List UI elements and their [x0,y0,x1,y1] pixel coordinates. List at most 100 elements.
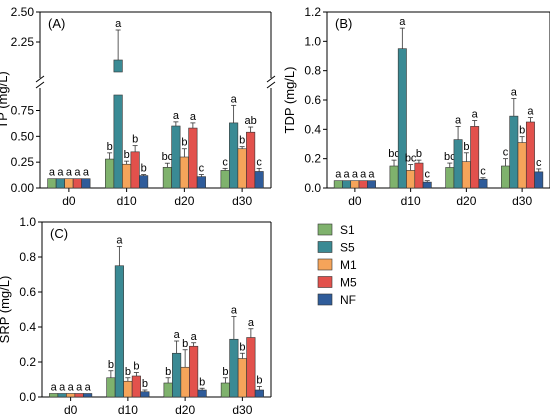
significance-letter: a [83,167,90,179]
bar-s5 [397,48,407,189]
bar-s5 [509,115,519,189]
significance-letter: a [344,169,351,181]
significance-letter: a [68,382,75,394]
axis-break-mark [35,75,45,83]
y-tick-label: 0.2 [19,355,36,369]
y-tick-label: 0.0 [19,390,36,404]
bar-m1 [180,366,190,398]
bar-nf [139,175,149,189]
bar-m1 [123,380,133,398]
y-tick-label: 0.4 [304,122,321,136]
bar-m1 [66,393,76,398]
bar-m1 [517,142,527,189]
significance-letter: a [231,93,238,105]
significance-letter: b [125,366,131,378]
x-tick-label: d0 [64,403,78,416]
bar-s5 [171,125,181,189]
significance-letter: a [527,106,534,118]
significance-letter: a [191,331,198,343]
y-tick-label: 1.2 [304,5,321,19]
significance-letter: b [239,135,245,147]
legend-label-m1: M1 [340,258,357,272]
significance-letter: b [165,366,171,378]
legend-label-m5: M5 [340,276,357,290]
significance-letter: a [352,169,359,181]
bar-nf [81,178,91,189]
significance-letter: ab [245,115,257,127]
axis-break-gap-left [35,78,45,88]
significance-letter: b [124,149,130,161]
bar-m5 [131,375,141,398]
x-tick-label: d0 [62,194,76,208]
significance-letter: b [181,137,187,149]
bar-nf [367,180,376,189]
significance-letter: a [76,382,83,394]
bar-m1 [461,161,471,189]
y-tick-label: 2.50 [11,5,35,19]
y-tick-label: 0.8 [19,250,36,264]
significance-letter: a [173,110,180,122]
x-tick-label: d30 [232,403,252,416]
panel-label: (A) [48,16,65,31]
significance-letter: a [115,18,122,30]
significance-letter: a [116,235,123,247]
x-tick-label: d10 [401,194,421,208]
significance-letter: b [239,341,245,353]
significance-letter: a [85,382,92,394]
y-tick-label: 0.4 [19,320,36,334]
bar-s5 [172,352,182,398]
significance-letter: a [248,317,255,329]
significance-letter: c [199,163,205,175]
legend-label-nf: NF [340,293,356,307]
axis-break-mark [35,81,45,89]
bar-m5 [358,180,368,189]
y-axis-label: SRP (mg/L) [0,276,12,344]
significance-letter: a [511,87,518,99]
legend-swatch-s5 [317,241,333,253]
significance-letter: a [455,114,462,126]
bar-s1 [389,165,399,189]
bar-s5 [229,338,239,398]
y-tick-label: 2.25 [11,35,35,49]
significance-letter: a [335,169,342,181]
bar-nf [196,176,206,189]
significance-letter: a [231,305,238,317]
bar-s1 [49,393,59,398]
bar-s5 [113,94,123,189]
significance-letter: b [182,338,188,350]
significance-letter: bc [444,151,456,163]
bar-m1 [122,163,132,189]
bar-s5 [55,178,65,189]
y-tick-label: 0.8 [304,64,321,78]
significance-letter: a [190,111,197,123]
significance-letter: b [519,125,525,137]
significance-letter: c [480,166,486,178]
legend-swatch-s1 [317,223,333,236]
significance-letter: a [57,167,64,179]
significance-letter: a [66,167,73,179]
bar-m1 [237,148,247,189]
bar-s1 [220,170,230,189]
significance-letter: b [133,361,139,373]
x-tick-label: d10 [117,194,137,208]
bar-s5 [342,180,352,189]
significance-letter: b [416,148,422,160]
legend: S1 S5 M1 M5 NF [317,223,357,307]
significance-letter: c [503,147,509,159]
y-tick-label: 0.50 [11,129,35,143]
bar-m1 [406,170,416,189]
bar-s5 [57,393,67,398]
significance-letter: b [108,359,114,371]
significance-letter: b [199,376,205,388]
x-tick-label: d30 [512,194,532,208]
significance-letter: b [107,141,113,153]
axis-break-gap-right [266,78,276,88]
significance-letter: a [49,167,56,179]
significance-letter: a [59,382,66,394]
x-tick-label: d10 [118,403,138,416]
significance-letter: c [222,156,228,168]
panel-label: (B) [335,16,352,31]
legend-label-s1: S1 [340,223,355,237]
y-tick-label: 0.00 [11,181,35,195]
